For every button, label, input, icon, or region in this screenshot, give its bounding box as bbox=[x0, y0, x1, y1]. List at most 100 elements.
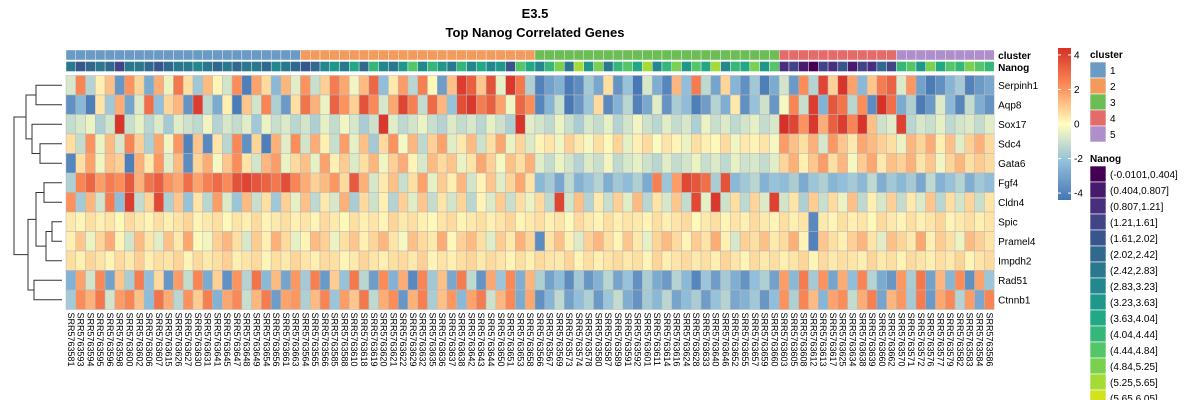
heatmap-cell bbox=[632, 289, 643, 310]
heatmap-cell bbox=[661, 192, 672, 213]
heatmap-cell bbox=[710, 250, 721, 271]
heatmap-cell bbox=[339, 94, 350, 115]
heatmap-cell bbox=[681, 289, 692, 310]
cluster-legend-swatch bbox=[1089, 109, 1107, 127]
heatmap-cell bbox=[85, 231, 96, 252]
heatmap-cell bbox=[368, 231, 379, 252]
nanog-annotation-cell bbox=[114, 61, 125, 72]
cluster-annotation-cell bbox=[534, 49, 545, 61]
cluster-annotation-cell bbox=[456, 49, 467, 61]
heatmap-cell bbox=[417, 153, 428, 174]
heatmap-cell bbox=[134, 133, 145, 154]
heatmap-cell bbox=[593, 289, 604, 310]
cluster-annotation-cell bbox=[251, 49, 262, 61]
heatmap-cell bbox=[437, 289, 448, 310]
heatmap-cell bbox=[85, 94, 96, 115]
heatmap-cell bbox=[964, 250, 975, 271]
heatmap-cell bbox=[202, 94, 213, 115]
heatmap-cell bbox=[515, 289, 526, 310]
heatmap-cell bbox=[700, 289, 712, 310]
nanog-annotation-cell bbox=[593, 61, 604, 72]
heatmap-cell bbox=[964, 75, 975, 96]
cluster-legend-label: 4 bbox=[1110, 114, 1116, 125]
heatmap-cell bbox=[886, 114, 897, 135]
heatmap-cell bbox=[192, 192, 204, 213]
heatmap-cell bbox=[808, 231, 819, 252]
cluster-annotation-cell bbox=[153, 49, 164, 61]
heatmap-cell bbox=[564, 250, 575, 271]
heatmap-cell bbox=[476, 94, 487, 115]
heatmap-cell bbox=[827, 250, 839, 271]
heatmap-cell bbox=[515, 94, 526, 115]
heatmap-cell bbox=[427, 94, 438, 115]
heatmap-cell bbox=[231, 289, 243, 310]
sample-label: SRR5763592 bbox=[633, 313, 643, 367]
nanog-annotation-cell bbox=[134, 61, 145, 72]
gene-label: Sox17 bbox=[998, 120, 1027, 131]
sample-label: SRR5763605 bbox=[789, 313, 799, 367]
heatmap-cell bbox=[280, 211, 291, 232]
heatmap-cell bbox=[495, 231, 506, 252]
heatmap-cell bbox=[564, 270, 575, 291]
heatmap-cell bbox=[964, 153, 975, 174]
heatmap-cell bbox=[192, 94, 204, 115]
heatmap-cell bbox=[778, 133, 790, 154]
cluster-annotation-cell bbox=[319, 49, 330, 61]
heatmap-cell bbox=[466, 270, 477, 291]
heatmap-cell bbox=[222, 250, 233, 271]
heatmap-cell bbox=[163, 231, 174, 252]
heatmap-cell bbox=[876, 211, 887, 232]
sample-label: SRR5763596 bbox=[105, 313, 115, 367]
heatmap-cell bbox=[143, 75, 155, 96]
heatmap-cell bbox=[915, 75, 927, 96]
cluster-annotation-cell bbox=[954, 49, 966, 61]
heatmap-cell bbox=[564, 114, 575, 135]
heatmap-cell bbox=[857, 250, 868, 271]
heatmap-cell bbox=[104, 75, 116, 96]
heatmap-cell bbox=[163, 75, 174, 96]
heatmap-cell bbox=[564, 172, 575, 193]
heatmap-cell bbox=[671, 114, 682, 135]
heatmap-cell bbox=[593, 94, 604, 115]
heatmap-cell bbox=[358, 270, 370, 291]
heatmap-cell bbox=[857, 94, 868, 115]
heatmap-cell bbox=[280, 75, 291, 96]
heatmap-cell bbox=[691, 289, 702, 310]
heatmap-cell bbox=[671, 250, 682, 271]
heatmap-cell bbox=[681, 192, 692, 213]
heatmap-cell bbox=[886, 270, 897, 291]
heatmap-cell bbox=[397, 133, 409, 154]
cluster-annotation-cell bbox=[818, 49, 829, 61]
cluster-annotation-cell bbox=[544, 49, 555, 61]
heatmap-cell bbox=[788, 231, 799, 252]
heatmap-cell bbox=[65, 172, 77, 193]
sample-label: SRR5763572 bbox=[916, 313, 926, 367]
cluster-annotation-cell bbox=[945, 49, 956, 61]
heatmap-cell bbox=[192, 172, 204, 193]
nanog-legend-label: (4.84,5.25] bbox=[1110, 362, 1158, 373]
heatmap-cell bbox=[143, 114, 155, 135]
heatmap-cell bbox=[417, 289, 428, 310]
heatmap-cell bbox=[251, 133, 262, 154]
heatmap-cell bbox=[397, 75, 409, 96]
heatmap-cell bbox=[222, 114, 233, 135]
heatmap-cell bbox=[397, 153, 409, 174]
heatmap-cell bbox=[935, 270, 946, 291]
heatmap-cell bbox=[75, 289, 86, 310]
sample-label: SRR5763603 bbox=[779, 313, 789, 367]
heatmap-cells bbox=[65, 75, 995, 310]
sample-label: SRR5763652 bbox=[730, 313, 740, 367]
heatmap-cell bbox=[95, 192, 106, 213]
heatmap-cell bbox=[515, 75, 526, 96]
heatmap-cell bbox=[730, 270, 741, 291]
heatmap-cell bbox=[505, 114, 516, 135]
heatmap-cell bbox=[368, 250, 379, 271]
heatmap-cell bbox=[515, 133, 526, 154]
heatmap-cell bbox=[554, 114, 565, 135]
heatmap-cell bbox=[651, 211, 663, 232]
heatmap-cell bbox=[143, 133, 155, 154]
heatmap-cell bbox=[573, 231, 585, 252]
heatmap-cell bbox=[456, 192, 467, 213]
heatmap-cell bbox=[661, 114, 672, 135]
